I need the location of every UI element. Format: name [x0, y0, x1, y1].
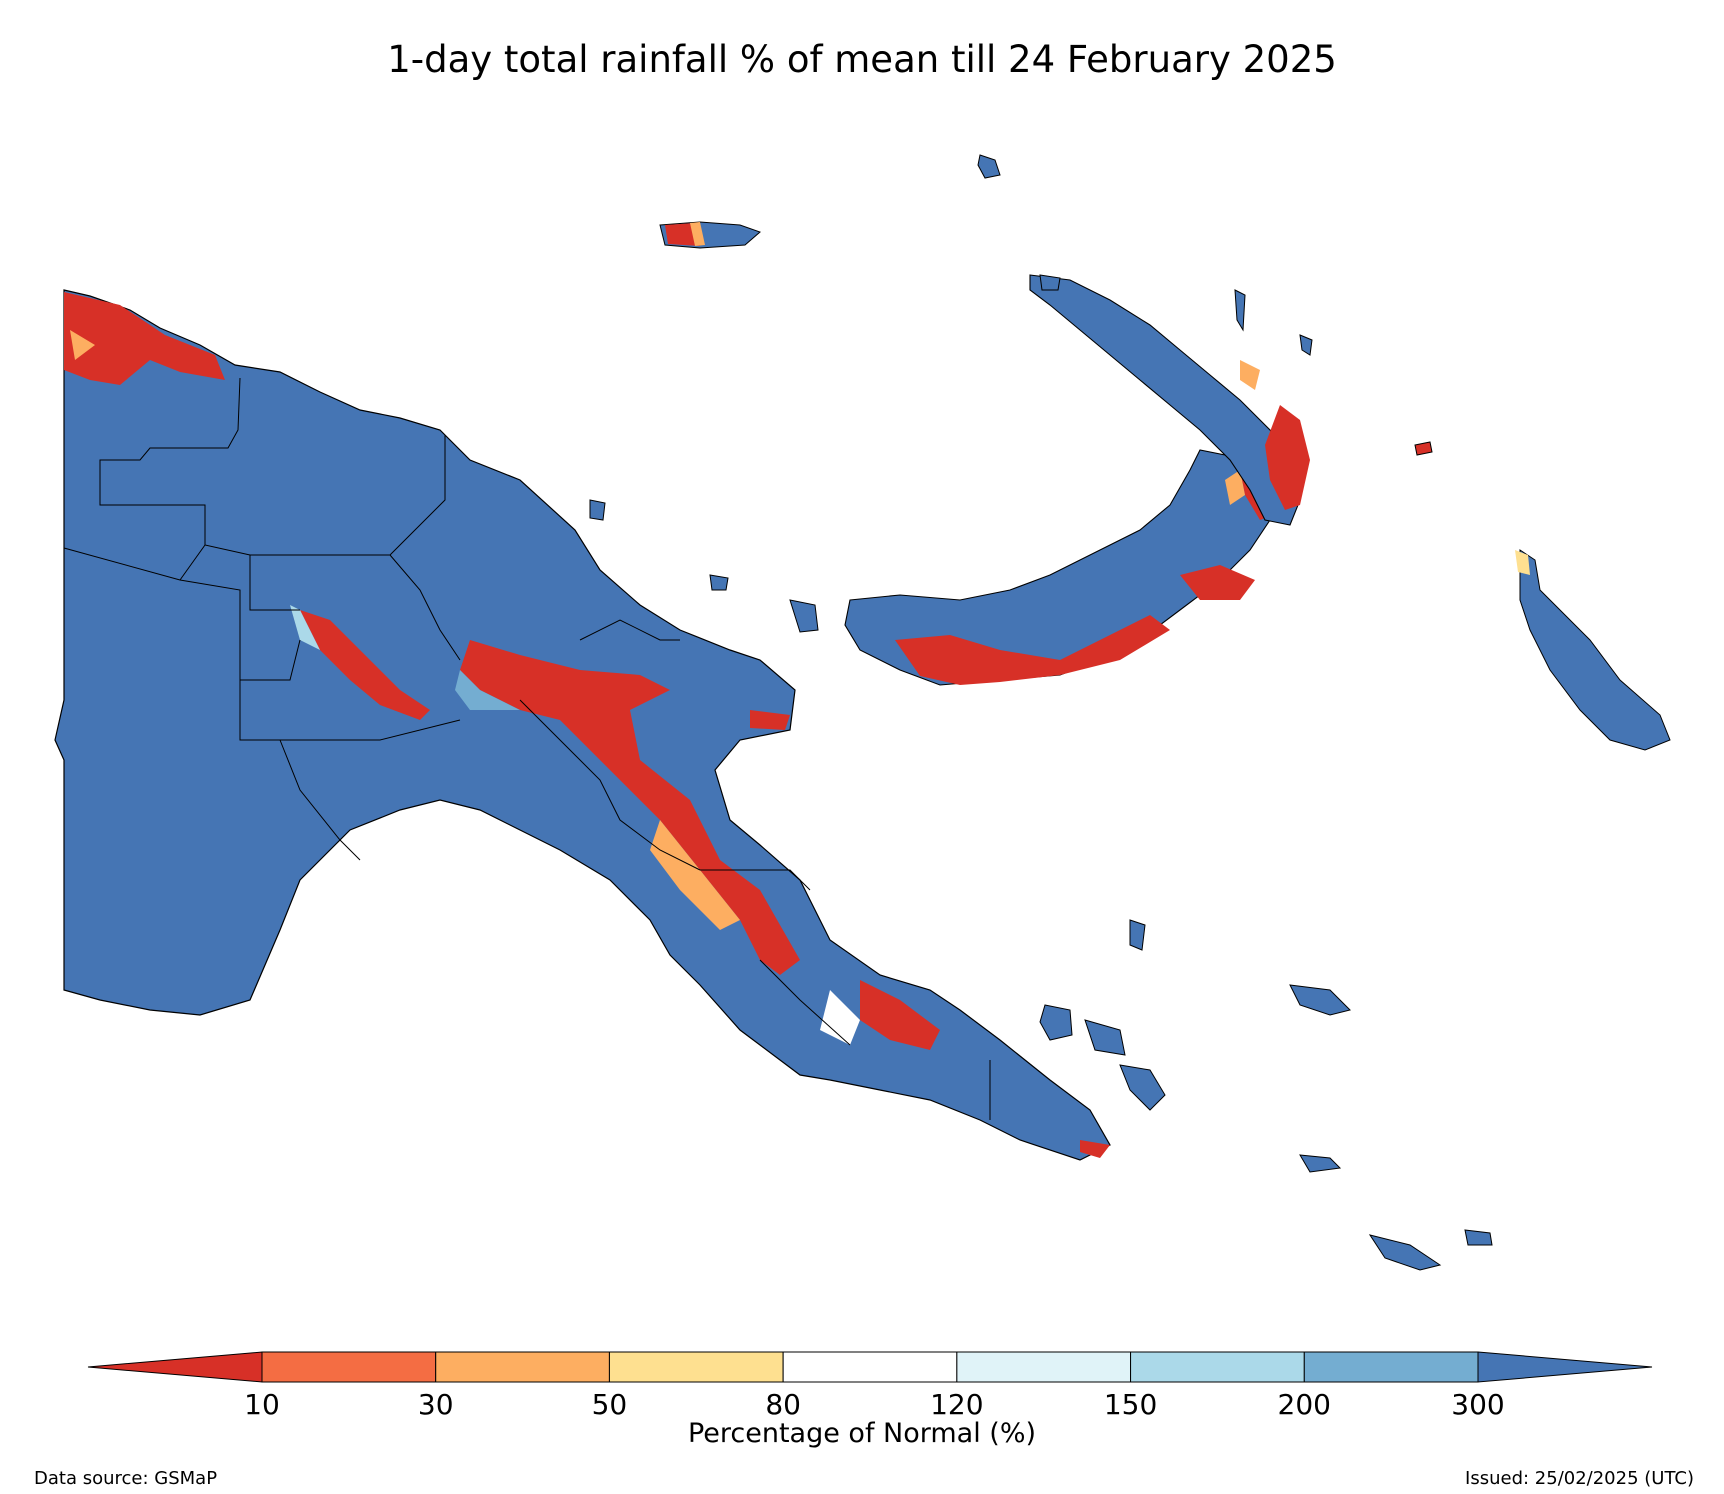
- colorbar-segment: [1303, 1351, 1479, 1383]
- colorbar-segment: [1130, 1351, 1305, 1383]
- bougainville-island: [1515, 549, 1671, 751]
- colorbar-segment: [782, 1351, 958, 1383]
- colorbar-tick-label: 50: [591, 1388, 628, 1421]
- colorbar-tick-label: 200: [1277, 1388, 1332, 1421]
- manus-island: [659, 221, 761, 249]
- colorbar-tick-label: 150: [1103, 1388, 1158, 1421]
- colorbar-label: Percentage of Normal (%): [687, 1418, 1037, 1449]
- colorbar-tick-label: 10: [244, 1388, 280, 1421]
- colorbar-tick-label: 30: [417, 1388, 454, 1421]
- colorbar-segment: [435, 1351, 610, 1383]
- small-dry-island: [1414, 441, 1433, 456]
- small-islands: [589, 154, 1313, 633]
- province-boundaries: [63, 377, 991, 1120]
- colorbar-tick-label: 120: [930, 1388, 984, 1421]
- map-title: 1-day total rainfall % of mean till 24 F…: [387, 38, 1337, 81]
- rainfall-map: [54, 154, 1671, 1271]
- issued-date: Issued: 25/02/2025 (UTC): [1465, 1468, 1694, 1489]
- colorbar-arrow-low: [87, 1351, 263, 1383]
- colorbar-tick-label: 80: [765, 1388, 801, 1421]
- colorbar-segment: [261, 1351, 437, 1383]
- colorbar-segment: [608, 1351, 784, 1383]
- colorbar-segment: [956, 1351, 1132, 1383]
- colorbar-tick-label: 300: [1451, 1388, 1505, 1421]
- data-source: Data source: GSMaP: [34, 1468, 218, 1489]
- milne-bay-islands: [1039, 919, 1493, 1271]
- colorbar-arrow-high: [1477, 1351, 1653, 1383]
- dry-anomaly-areas: [64, 292, 1110, 1158]
- new-ireland-island: [1029, 274, 1310, 526]
